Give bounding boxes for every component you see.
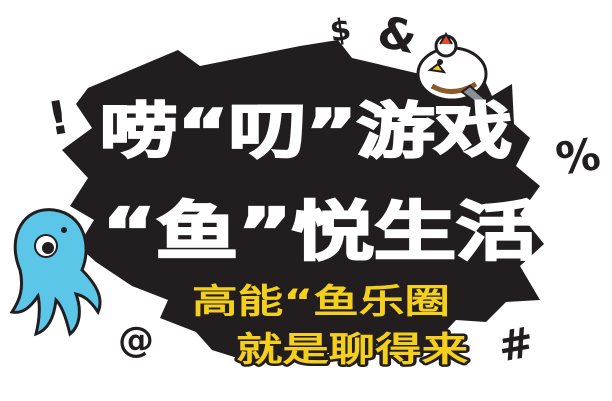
- octopus-mascot-icon: [9, 208, 102, 337]
- tagline-line-2: 就是聊得来: [236, 330, 468, 370]
- hash-symbol: #: [494, 317, 537, 371]
- headline-line-2: “鱼”悦生活: [102, 196, 538, 270]
- headline-line-1: 唠“叨”游戏: [100, 97, 512, 167]
- exclamation-symbol: !: [43, 90, 73, 147]
- ampersand-symbol: &: [373, 6, 421, 64]
- at-symbol: @: [118, 320, 154, 361]
- dollar-symbol: $: [328, 12, 354, 50]
- chicken-mascot-icon: [416, 32, 488, 106]
- percent-symbol: %: [553, 129, 604, 186]
- speech-panel: [62, 40, 544, 362]
- tagline-line-1: 高能“鱼乐圈: [192, 282, 450, 322]
